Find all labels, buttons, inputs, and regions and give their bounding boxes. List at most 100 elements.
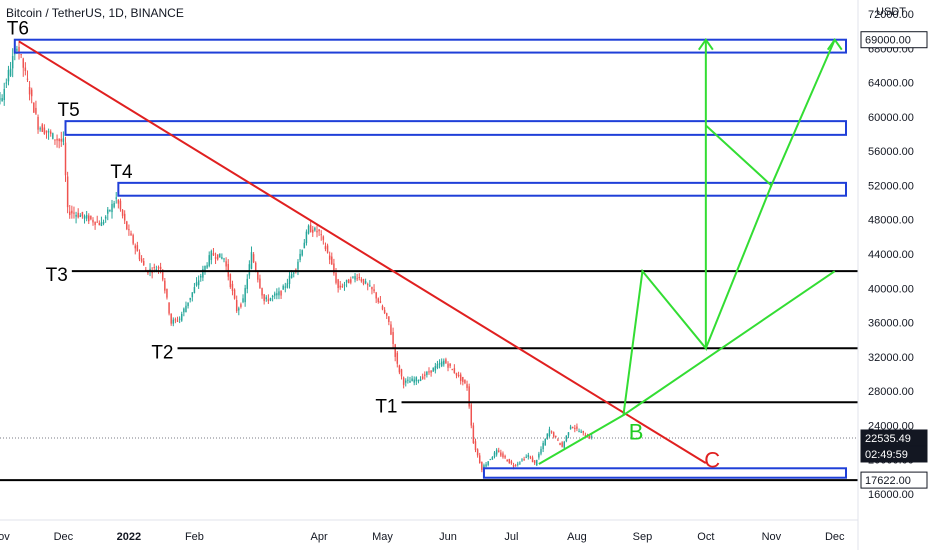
candle-body <box>107 209 109 214</box>
x-tick-label: May <box>372 531 393 543</box>
candle-body <box>436 364 439 369</box>
candle <box>66 171 69 214</box>
candle <box>200 273 202 282</box>
candle <box>375 291 377 304</box>
candle-body <box>557 439 559 441</box>
candle <box>493 451 496 459</box>
candle-body <box>426 371 428 375</box>
candle-body <box>307 225 310 234</box>
level-price-tag[interactable]: 17622.00 <box>860 471 928 489</box>
candle-body <box>100 222 103 226</box>
trendline[interactable] <box>18 40 707 464</box>
x-tick-label: Nov <box>762 531 782 543</box>
candle-body <box>295 269 297 271</box>
x-tick-label: 2022 <box>117 531 141 543</box>
projection-path[interactable] <box>705 39 836 188</box>
candle <box>187 302 189 309</box>
candle-body <box>565 435 568 442</box>
candle-body <box>290 273 293 279</box>
wave-label: B <box>629 419 644 444</box>
projection-path[interactable] <box>622 270 836 416</box>
candle-body <box>381 305 384 310</box>
candle-body <box>68 211 71 216</box>
y-axis[interactable]: 16000.0020000.0024000.0028000.0032000.00… <box>857 0 928 550</box>
candle <box>191 292 194 302</box>
candle-body <box>83 215 86 219</box>
level-label: T3 <box>46 265 68 286</box>
countdown-tag[interactable]: 02:49:59 <box>860 445 928 463</box>
candle-body <box>223 258 225 260</box>
countdown-tag-text: 02:49:59 <box>865 449 908 461</box>
candle <box>426 370 428 378</box>
zone-box[interactable] <box>13 38 848 54</box>
candle-body <box>500 452 502 456</box>
candle-body <box>254 262 257 272</box>
candle-body <box>111 203 113 213</box>
candle-body <box>102 221 105 224</box>
y-tick-label: 72000.00 <box>868 9 914 21</box>
candle-body <box>326 245 329 253</box>
candle-body <box>164 280 166 291</box>
candle-body <box>54 139 56 141</box>
candle-body <box>41 124 44 132</box>
zone-box[interactable] <box>482 467 847 479</box>
candle-body <box>206 265 208 268</box>
candle <box>121 209 124 219</box>
y-tick-label: 60000.00 <box>868 112 914 124</box>
candle-body <box>571 427 574 429</box>
candle <box>288 271 291 289</box>
candle <box>326 243 329 254</box>
candle-body <box>540 449 542 454</box>
candle <box>140 255 143 263</box>
candle <box>109 209 111 213</box>
candle-body <box>470 404 473 426</box>
projection-path[interactable] <box>538 39 707 465</box>
candle-body <box>151 272 153 274</box>
candle <box>360 277 363 283</box>
candle-body <box>47 131 50 133</box>
candle <box>489 458 492 461</box>
candle <box>246 274 248 294</box>
candle <box>421 373 424 380</box>
candle-body <box>273 293 276 296</box>
candle <box>559 442 561 446</box>
candle <box>73 206 75 219</box>
candle <box>172 317 175 327</box>
zone-box[interactable] <box>117 181 847 197</box>
candle <box>474 438 477 453</box>
candle-body <box>398 365 401 373</box>
candle-body <box>405 380 407 383</box>
candle <box>536 459 538 467</box>
candle-body <box>328 255 331 260</box>
candle-body <box>297 261 299 270</box>
candle-body <box>563 441 565 448</box>
candle-body <box>303 242 306 249</box>
projection-path[interactable] <box>704 185 773 349</box>
zone-box[interactable] <box>64 120 847 136</box>
top-price-tag[interactable]: 69000.00 <box>860 31 928 49</box>
candle <box>540 446 542 456</box>
last-price-tag-text: 22535.49 <box>865 433 911 445</box>
candle-body <box>233 289 236 299</box>
candle-body <box>221 257 223 259</box>
candle <box>339 280 341 290</box>
candle <box>202 265 204 282</box>
candle <box>411 375 413 382</box>
candle-body <box>455 372 458 376</box>
candle <box>138 249 141 262</box>
candle <box>352 276 354 279</box>
candle-body <box>314 227 316 231</box>
candle-body <box>117 199 120 204</box>
candle-body <box>265 297 268 300</box>
candle <box>142 257 145 266</box>
candle-body <box>28 87 31 95</box>
candle-body <box>185 305 187 313</box>
candle <box>265 295 268 302</box>
x-axis[interactable]: Nov Dec 2022 Feb Apr May Jun Jul Aug Sep Oct Nov Dec <box>0 519 858 543</box>
candle-body <box>531 457 534 463</box>
candle <box>377 297 380 304</box>
last-price-tag[interactable]: 22535.49 <box>860 429 928 447</box>
candle <box>519 461 521 465</box>
candle <box>434 362 437 374</box>
